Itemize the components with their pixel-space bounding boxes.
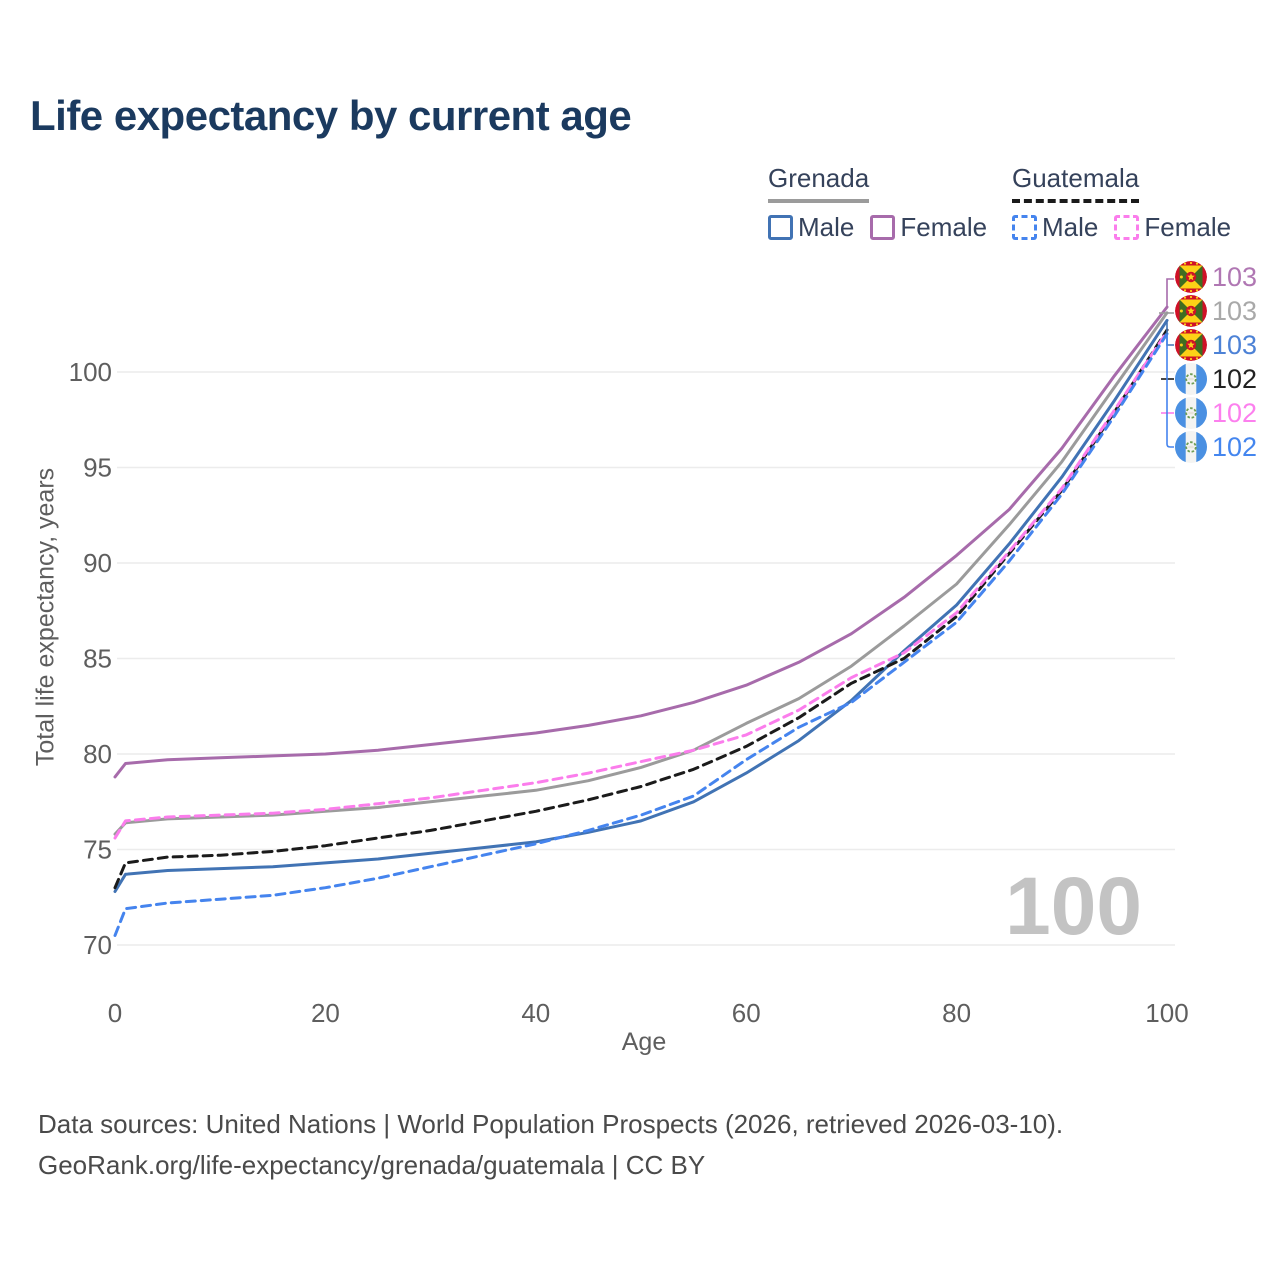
- grenada-flag-icon: [1175, 261, 1207, 293]
- legend-item-grenada-female[interactable]: Female: [870, 212, 987, 243]
- guatemala-flag-icon: [1175, 363, 1207, 395]
- y-tick-label: 90: [83, 548, 112, 578]
- footer: Data sources: United Nations | World Pop…: [38, 1104, 1063, 1186]
- y-tick-label: 100: [69, 357, 112, 387]
- legend-item-guatemala-female[interactable]: Female: [1114, 212, 1231, 243]
- leader-lines: [1159, 278, 1174, 448]
- x-tick-label: 0: [108, 998, 122, 1028]
- x-tick-label: 100: [1145, 998, 1188, 1028]
- series-line-grenada-both: [113, 311, 1169, 836]
- end-value-label-grenada-both: 103: [1212, 296, 1257, 326]
- legend-country-grenada[interactable]: Grenada: [768, 163, 870, 203]
- y-tick-label: 75: [83, 835, 112, 865]
- series-line-grenada-female: [113, 305, 1169, 779]
- x-axis-title: Age: [621, 1028, 667, 1056]
- series-lines: [113, 305, 1169, 937]
- age-counter-watermark: 100: [1005, 861, 1142, 952]
- end-value-label-guatemala-both: 102: [1212, 364, 1257, 394]
- series-line-guatemala-female: [113, 330, 1169, 840]
- grenada-female-swatch-icon: [870, 215, 896, 240]
- end-value-label-grenada-male: 103: [1212, 330, 1257, 360]
- legend-label: Male: [1042, 212, 1099, 242]
- y-tick-label: 85: [83, 644, 112, 674]
- legend-item-guatemala-male[interactable]: Male: [1012, 212, 1098, 243]
- x-tick-label: 40: [521, 998, 550, 1028]
- legend-label: Female: [1144, 212, 1232, 242]
- end-value-label-guatemala-male: 102: [1212, 432, 1257, 462]
- leader-line: [1166, 320, 1174, 346]
- gridlines: [117, 371, 1175, 946]
- grenada-flag-icon: [1175, 329, 1207, 361]
- x-tick-label: 80: [942, 998, 971, 1028]
- legend-item-grenada-male[interactable]: Male: [768, 212, 854, 243]
- grenada-flag-icon: [1175, 295, 1207, 327]
- end-value-label-guatemala-female: 102: [1212, 398, 1257, 428]
- legend-group-guatemala: Guatemala Male Female: [1012, 163, 1231, 243]
- end-value-label-grenada-female: 103: [1212, 262, 1257, 292]
- x-tick-label: 60: [732, 998, 761, 1028]
- grenada-male-swatch-icon: [768, 215, 793, 240]
- legend-group-grenada: Grenada Male Female: [768, 163, 987, 243]
- guatemala-flag-icon: [1175, 397, 1207, 429]
- series-line-guatemala-both: [113, 328, 1169, 890]
- series-line-grenada-male: [113, 318, 1169, 893]
- guatemala-male-swatch-icon: [1012, 215, 1037, 240]
- y-tick-label: 80: [83, 739, 112, 769]
- axis-tick-labels: 70 75 80 85 90 95 100 0 20 40 60 80 100: [69, 357, 1189, 1028]
- footer-source-line: Data sources: United Nations | World Pop…: [38, 1109, 1064, 1139]
- legend-label: Female: [900, 212, 988, 242]
- y-tick-label: 95: [83, 453, 112, 483]
- x-tick-label: 20: [311, 998, 340, 1028]
- leader-line: [1166, 278, 1174, 307]
- legend-country-guatemala[interactable]: Guatemala: [1012, 163, 1140, 203]
- y-tick-label: 70: [83, 930, 112, 960]
- footer-url-line: GeoRank.org/life-expectancy/grenada/guat…: [38, 1150, 706, 1180]
- guatemala-female-swatch-icon: [1114, 215, 1140, 240]
- leader-line: [1166, 334, 1174, 448]
- y-axis-title: Total life expectancy, years: [31, 467, 60, 767]
- page-title: Life expectancy by current age: [30, 92, 632, 139]
- series-line-guatemala-male: [113, 332, 1169, 937]
- guatemala-flag-icon: [1175, 431, 1207, 463]
- legend-label: Male: [798, 212, 855, 242]
- end-flags-and-labels: 103 103 103 102 102 102: [1175, 261, 1257, 463]
